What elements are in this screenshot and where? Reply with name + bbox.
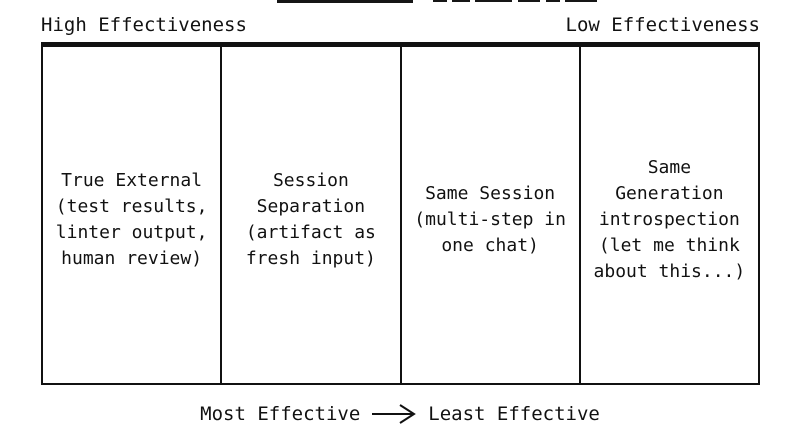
box-same-session: Same Session (multi-step in one chat) — [402, 47, 581, 383]
cropped-title-fragment — [565, 0, 597, 2]
spectrum-boxes-row: True External (test results, linter outp… — [41, 42, 760, 385]
cropped-title-fragment — [546, 0, 560, 2]
cropped-title-fragment — [452, 0, 470, 2]
cropped-title-fragment — [475, 0, 512, 2]
cropped-title-fragment — [277, 0, 413, 3]
low-effectiveness-label: Low Effectiveness — [565, 14, 760, 36]
cropped-title-fragment — [433, 0, 447, 2]
box-true-external: True External (test results, linter outp… — [43, 47, 223, 383]
box-same-generation: Same Generation introspection (let me th… — [593, 157, 746, 282]
cropped-title-fragment — [518, 0, 540, 2]
least-effective-label: Least Effective — [428, 403, 600, 425]
most-effective-label: Most Effective — [200, 403, 361, 425]
axis-header: High Effectiveness Low Effectiveness — [41, 13, 760, 37]
effectiveness-caption: Most Effective Least Effective — [0, 402, 800, 426]
box-session-separation: Session Separation (artifact as fresh in… — [222, 47, 402, 383]
right-arrow-icon — [372, 404, 417, 424]
high-effectiveness-label: High Effectiveness — [41, 14, 247, 36]
